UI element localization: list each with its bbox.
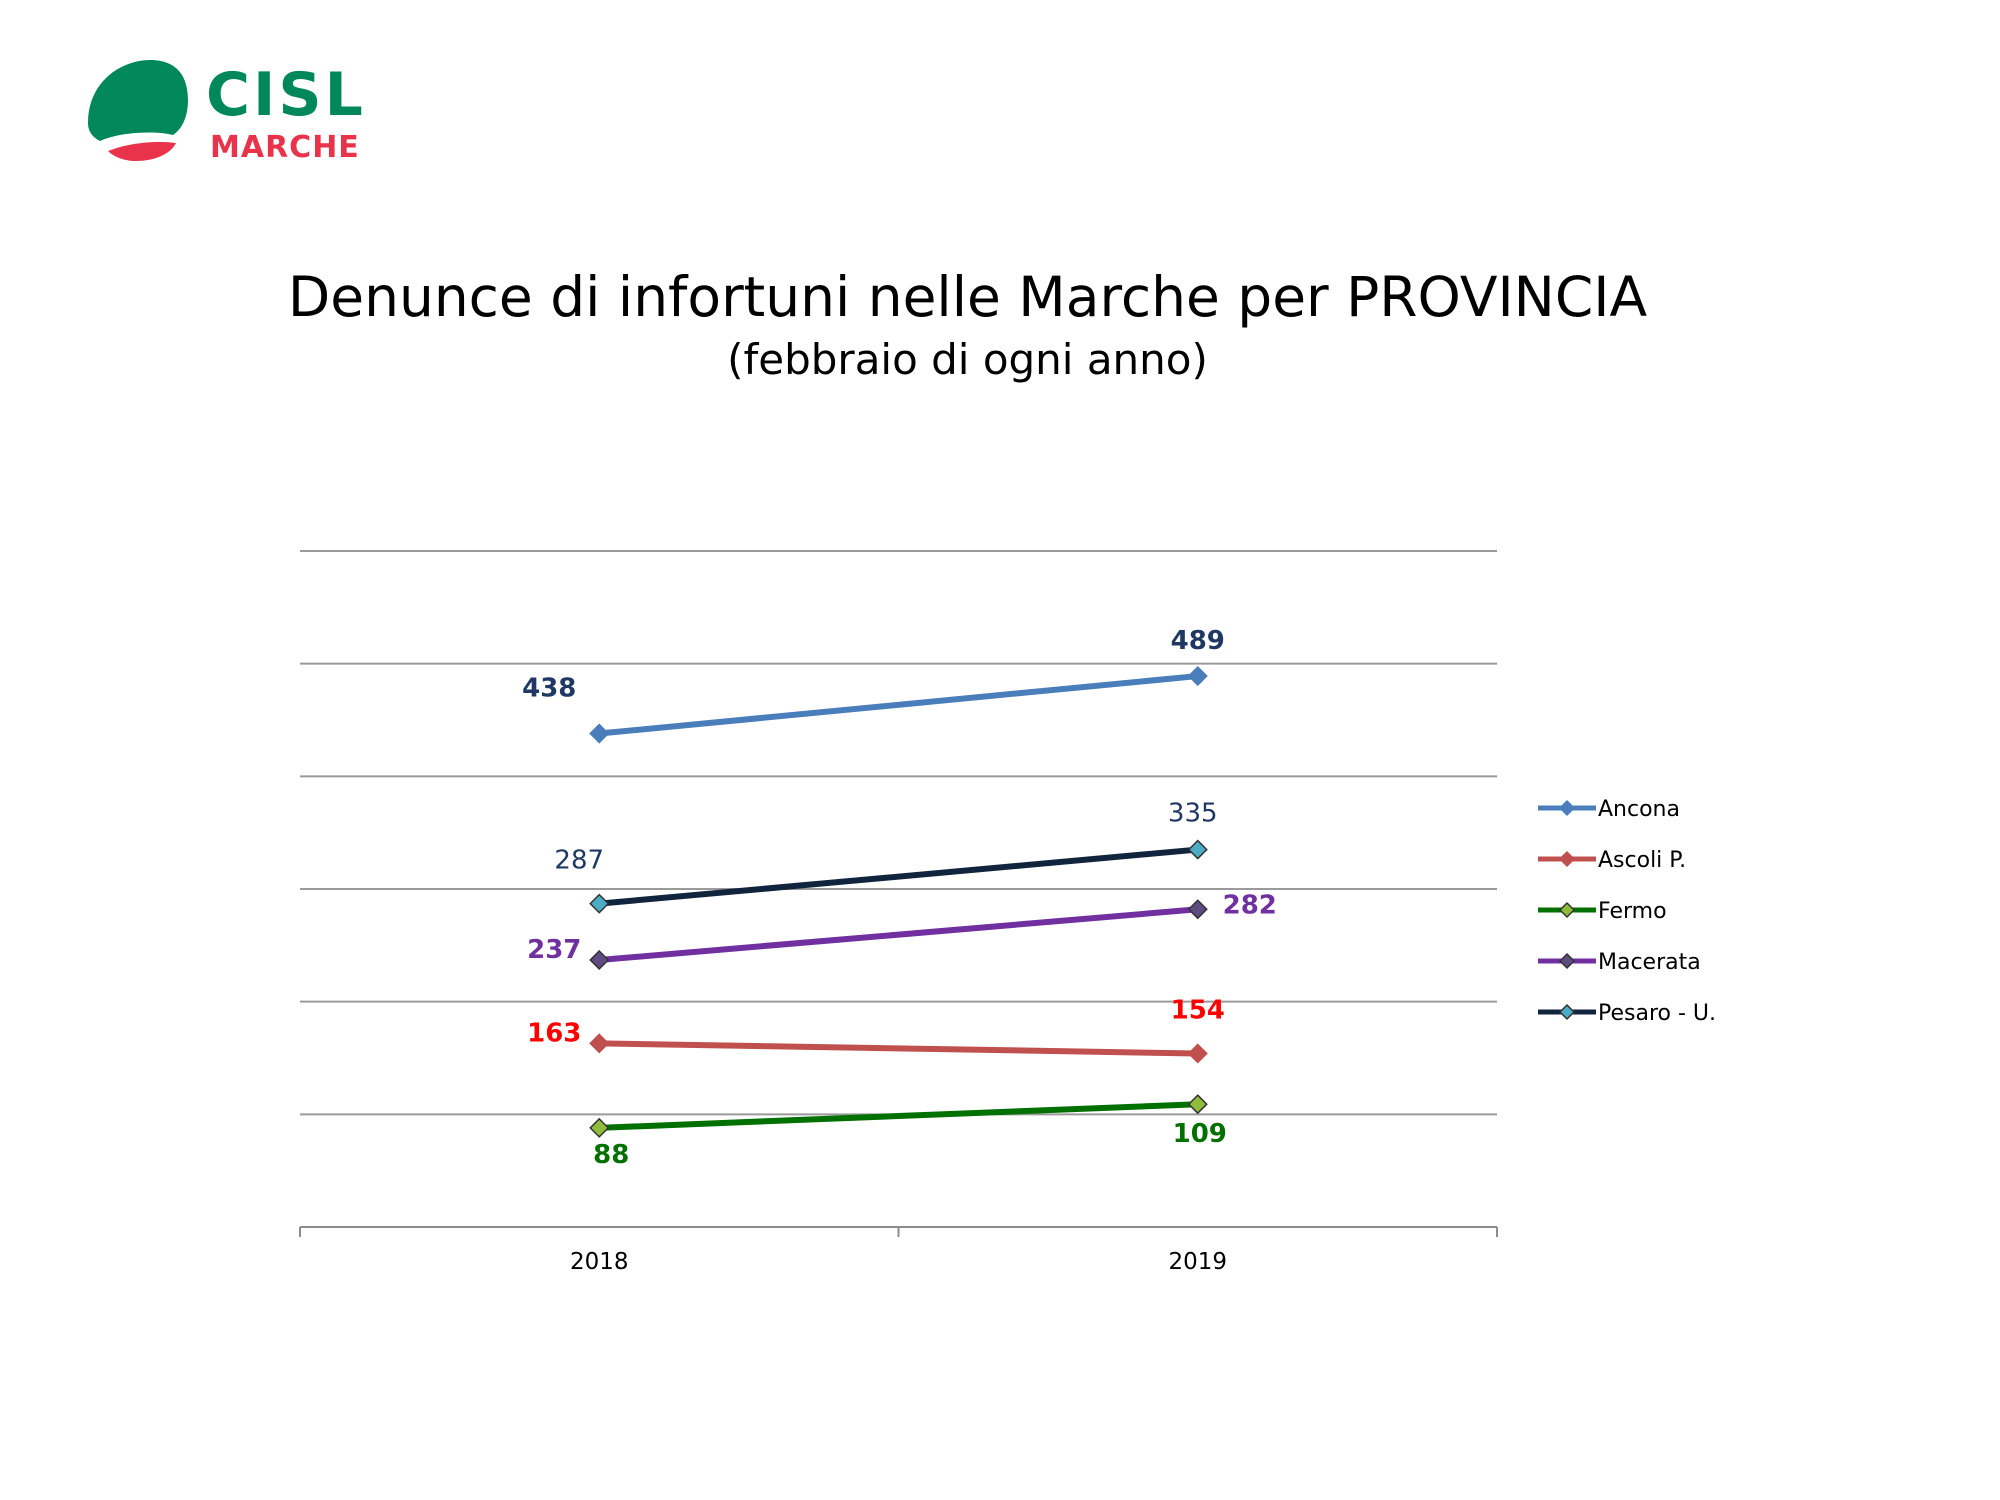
data-point	[589, 949, 610, 971]
legend-marker	[1558, 901, 1576, 919]
series-line	[599, 1101, 1198, 1131]
cisl-marche-logo: CISL MARCHE	[78, 55, 398, 175]
legend-marker	[1558, 1003, 1576, 1021]
series-line	[598, 906, 1199, 963]
logo-emblem-icon	[88, 60, 188, 161]
legend-label: Ancona	[1598, 797, 1680, 822]
data-label: 154	[1171, 995, 1225, 1025]
series-line	[598, 846, 1199, 907]
data-label: 109	[1173, 1119, 1227, 1149]
legend-label: Ascoli P.	[1598, 848, 1686, 873]
series-line	[598, 673, 1199, 737]
data-point	[589, 893, 610, 914]
legend-marker	[1558, 850, 1576, 868]
logo-text: CISL	[206, 60, 366, 130]
series-line	[599, 1040, 1198, 1057]
data-point	[589, 723, 610, 744]
chart-subtitle: (febbraio di ogni anno)	[727, 335, 1208, 384]
chart-titles: Denunce di infortuni nelle Marche per PR…	[0, 262, 1935, 388]
data-label: 282	[1223, 890, 1277, 920]
legend-marker	[1558, 952, 1576, 970]
data-label: 287	[554, 846, 604, 876]
data-point	[1187, 1043, 1208, 1064]
legend-label: Pesaro - U.	[1598, 1001, 1716, 1026]
x-tick-label: 2018	[570, 1249, 629, 1275]
x-tick-label: 2019	[1168, 1249, 1227, 1275]
data-label: 335	[1168, 799, 1218, 829]
data-point	[1187, 665, 1208, 687]
data-point	[589, 1033, 610, 1054]
legend-marker	[1558, 799, 1576, 817]
logo-subtext: MARCHE	[210, 130, 360, 165]
data-label: 489	[1171, 626, 1225, 656]
data-label: 237	[527, 935, 581, 965]
data-label: 88	[593, 1140, 629, 1170]
legend-label: Fermo	[1598, 899, 1667, 924]
data-point	[1187, 899, 1208, 920]
data-label: 438	[522, 674, 576, 704]
chart-title: Denunce di infortuni nelle Marche per PR…	[287, 265, 1648, 329]
legend-label: Macerata	[1598, 950, 1701, 975]
data-point	[1187, 1094, 1208, 1115]
data-point	[589, 1117, 610, 1138]
data-label: 163	[527, 1018, 581, 1048]
data-point	[1187, 839, 1208, 860]
